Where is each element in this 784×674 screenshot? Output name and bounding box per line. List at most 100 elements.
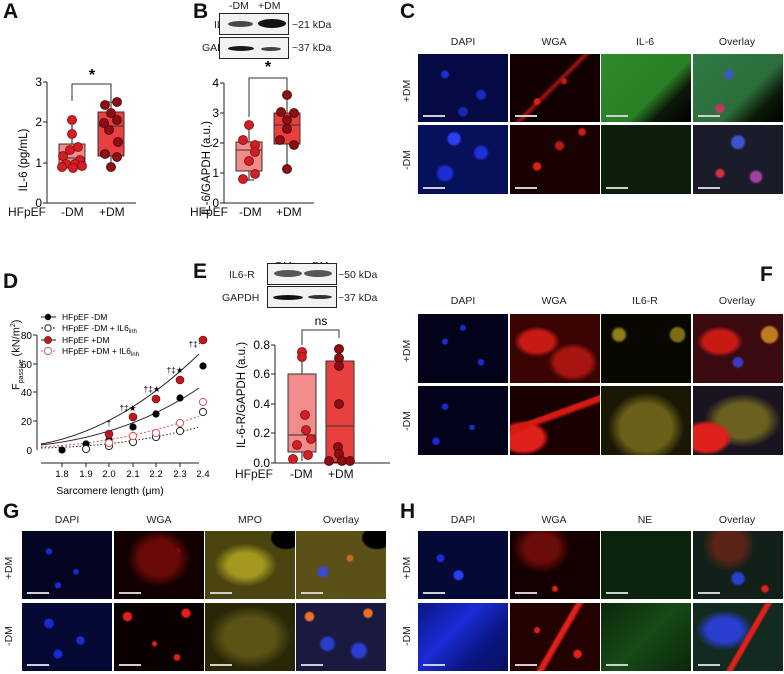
image-f-minus-overlay — [693, 386, 783, 455]
blot-e-size-il6r: ~50 kDa — [338, 269, 378, 281]
image-f-minus-wga — [510, 386, 600, 455]
col-head-ne: NE — [637, 514, 653, 526]
tick: 2.3 — [173, 469, 186, 480]
tick: 0 — [35, 196, 42, 210]
image-h-plus-overlay — [693, 531, 783, 599]
col-head-dapi: DAPI — [450, 36, 476, 48]
image-c-minus-overlay — [693, 125, 783, 194]
legend-item: HFpEF -DM — [62, 312, 107, 322]
col-head-overlay: Overlay — [718, 514, 756, 526]
image-g-plus-wga — [114, 531, 204, 599]
image-h-plus-dapi — [418, 531, 508, 599]
image-h-minus-dapi — [418, 603, 508, 671]
col-head-wga: WGA — [541, 36, 567, 48]
panel-label-d: D — [3, 270, 19, 293]
image-c-plus-overlay — [693, 54, 783, 122]
chart-b: IL-6/GAPDH (a.u.) 0 1 2 3 4 * — [201, 60, 314, 215]
tick: 1.9 — [79, 469, 92, 480]
chart-e-ylabel: IL-6-R/GAPDH (a.u.) — [236, 342, 248, 448]
image-h-plus-wga — [510, 531, 600, 599]
image-h-minus-ne — [601, 603, 691, 671]
image-f-plus-dapi — [418, 314, 508, 383]
image-c-plus-il6 — [601, 54, 691, 122]
col-head-dapi: DAPI — [450, 514, 476, 526]
blot-b-lane-minus: -DM — [229, 0, 249, 12]
image-c-plus-dapi — [418, 54, 508, 122]
panel-label-e: E — [193, 260, 208, 283]
sig-marker: ns — [315, 315, 328, 328]
col-head-il6: IL-6 — [635, 36, 655, 48]
image-c-minus-dapi — [418, 125, 508, 194]
blot-e-row-il6r: IL6-R — [229, 269, 255, 281]
blot-e-size-gapdh: ~37 kDa — [338, 292, 378, 304]
tick: 2.4 — [196, 469, 209, 480]
tick: 0.2 — [253, 426, 270, 440]
image-g-minus-overlay — [296, 603, 386, 671]
tick: 4 — [212, 76, 219, 90]
panel-label-h: H — [400, 500, 416, 523]
image-g-minus-dapi — [22, 603, 112, 671]
legend-item: HFpEF -DM + IL6inh — [62, 323, 137, 335]
chart-e: IL-6-R/GAPDH (a.u.) 0.0 0.2 0.4 0.6 0.8 … — [236, 315, 390, 470]
row-label-plus-dm: +DM — [401, 556, 413, 580]
blot-b-size-gapdh: ~37 kDa — [292, 42, 332, 54]
panel-label-b: B — [193, 0, 209, 23]
image-g-minus-mpo — [205, 603, 295, 671]
tick: 1 — [212, 166, 219, 180]
image-g-plus-mpo — [205, 531, 295, 599]
blot-e-il6r — [267, 263, 337, 285]
tick: 60 — [21, 360, 33, 371]
chart-a-group-label: HFpEF — [8, 205, 47, 219]
blot-b-size-il6: ~21 kDa — [292, 19, 332, 31]
col-head-mpo: MPO — [238, 514, 262, 526]
image-g-minus-wga — [114, 603, 204, 671]
tick: 3 — [35, 75, 42, 89]
image-h-minus-wga — [510, 603, 600, 671]
chart-b-cat-minus: -DM — [239, 205, 262, 219]
blot-b-il6 — [219, 13, 289, 35]
chart-e-group-label: HFpEF — [235, 467, 274, 481]
blot-b-lane-plus: +DM — [258, 0, 281, 12]
row-label-minus-dm: -DM — [401, 150, 413, 170]
row-label-plus-dm: +DM — [401, 79, 413, 103]
image-g-plus-overlay — [296, 531, 386, 599]
row-label-plus-dm: +DM — [401, 339, 413, 363]
blot-e-row-gapdh: GAPDH — [222, 292, 260, 304]
chart-b-cat-plus: +DM — [276, 205, 302, 219]
chart-a-ylabel: IL-6 (pg/mL) — [18, 129, 30, 192]
tick: 2 — [212, 136, 219, 150]
image-f-minus-dapi — [418, 386, 508, 455]
col-head-wga: WGA — [541, 514, 567, 526]
col-head-wga: WGA — [541, 295, 567, 307]
legend-item: HFpEF +DM + IL6inh — [62, 346, 139, 358]
panel-label-a: A — [3, 0, 19, 23]
image-h-plus-ne — [601, 531, 691, 599]
col-head-overlay: Overlay — [718, 36, 756, 48]
tick: 2 — [35, 115, 42, 129]
tick: 0.6 — [253, 367, 270, 381]
row-label-minus-dm: -DM — [401, 626, 413, 646]
row-label-plus-dm: +DM — [3, 556, 15, 580]
panel-label-c: C — [400, 0, 416, 23]
chart-a-cat-plus: +DM — [99, 205, 125, 219]
chart-d-xlabel: Sarcomere length (μm) — [56, 485, 164, 497]
chart-e-cat-minus: -DM — [290, 467, 313, 481]
chart-a: IL-6 (pg/mL) 0 1 2 3 * — [18, 67, 136, 210]
sig-marker: * — [265, 60, 272, 76]
col-head-overlay: Overlay — [718, 295, 756, 307]
sig-annotation: †‡★ — [166, 365, 183, 375]
chart-a-cat-minus: -DM — [61, 205, 84, 219]
image-c-minus-il6 — [601, 125, 691, 194]
col-head-overlay: Overlay — [322, 514, 360, 526]
image-f-plus-il6r — [601, 314, 691, 383]
blot-b-gapdh — [219, 37, 289, 59]
col-head-il6r: IL6-R — [632, 295, 658, 307]
tick: 0.8 — [253, 338, 270, 352]
chart-b-group-label: HFpEF — [190, 205, 229, 219]
image-c-plus-wga — [510, 54, 600, 122]
tick: 2.0 — [102, 469, 115, 480]
tick: 2.1 — [126, 469, 139, 480]
image-f-plus-overlay — [693, 314, 783, 383]
tick: 0.0 — [253, 456, 270, 470]
tick: 80 — [21, 331, 33, 342]
